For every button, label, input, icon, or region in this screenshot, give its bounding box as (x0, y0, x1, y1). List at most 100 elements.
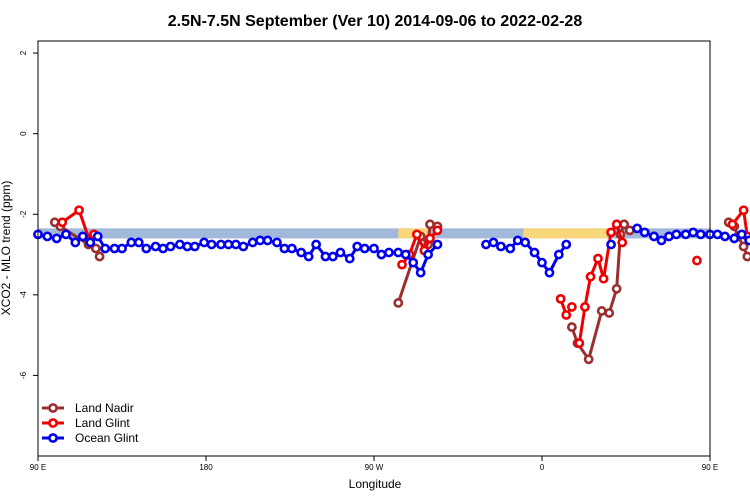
data-point (42, 231, 53, 242)
data-point (505, 243, 516, 254)
data-point (133, 237, 144, 248)
data-point (393, 247, 404, 258)
data-point (736, 229, 747, 240)
y-tick-label: -6 (19, 371, 28, 379)
data-point (488, 237, 499, 248)
data-point (393, 297, 404, 308)
data-point (727, 219, 738, 230)
data-point (596, 306, 607, 316)
x-axis-label: Longitude (349, 477, 402, 491)
data-point (230, 239, 241, 250)
data-point (206, 239, 217, 250)
data-point (742, 251, 750, 262)
data-point (617, 237, 628, 248)
legend-label: Ocean Glint (75, 431, 139, 445)
data-point (529, 247, 540, 258)
series-land-glint (57, 205, 750, 349)
data-point (174, 239, 185, 250)
data-point (199, 237, 210, 248)
data-point (352, 241, 363, 252)
data-point (369, 243, 379, 254)
data-point (90, 243, 101, 254)
data-point (376, 249, 387, 260)
data-point (165, 241, 176, 252)
data-point (585, 271, 596, 282)
data-point (606, 227, 616, 238)
y-tick-label: 2 (19, 50, 28, 55)
data-point (566, 322, 577, 332)
y-axis: 2 0 -2 -4 -6 (19, 50, 38, 379)
data-point (712, 229, 723, 240)
series-ocean-glint (33, 223, 750, 278)
data-point (611, 219, 622, 230)
data-point (412, 229, 422, 240)
series-layer (33, 205, 750, 365)
data-point (94, 251, 105, 262)
data-point (553, 249, 564, 260)
data-point (423, 249, 434, 260)
data-point (593, 253, 603, 264)
land-band (523, 228, 608, 239)
data-point (744, 235, 750, 246)
legend-swatch-marker (48, 418, 58, 428)
data-point (624, 225, 635, 236)
data-point (598, 273, 609, 284)
data-point (611, 283, 622, 294)
data-point (51, 233, 62, 244)
data-point (561, 239, 572, 250)
data-point (57, 217, 68, 228)
data-point (664, 231, 674, 242)
data-point (408, 257, 419, 268)
series-line (731, 208, 750, 238)
data-point (544, 267, 555, 278)
data-point (738, 241, 749, 252)
data-point (574, 338, 585, 349)
legend-label: Land Glint (75, 416, 130, 430)
series-land-nadir (49, 217, 750, 365)
data-point (100, 243, 111, 254)
data-point (77, 231, 88, 242)
y-axis-label: XCO2 - MLO trend (ppm) (0, 181, 13, 316)
data-point (61, 229, 71, 240)
y-tick-label: -2 (19, 210, 28, 218)
data-point (238, 241, 249, 252)
data-point (344, 253, 355, 264)
data-point (561, 310, 572, 320)
data-point (189, 241, 200, 252)
data-point (92, 231, 103, 242)
data-point (671, 229, 682, 240)
data-point (639, 227, 650, 238)
data-point (729, 233, 740, 244)
legend-label: Land Nadir (75, 401, 134, 415)
data-point (632, 223, 643, 234)
data-point (555, 293, 566, 304)
legend-swatch-marker (48, 403, 58, 413)
data-point (520, 237, 531, 248)
data-point (496, 241, 506, 252)
x-axis: 90 E 180 90 W 0 90 E (30, 456, 718, 472)
legend-swatch-marker (48, 433, 58, 443)
data-point (649, 231, 659, 242)
data-point (680, 229, 691, 240)
data-point (335, 247, 346, 258)
data-point (182, 241, 193, 252)
x-tick-label: 0 (540, 463, 545, 472)
data-point (303, 251, 314, 262)
x-tick-label: 90 W (365, 463, 384, 472)
data-point (85, 237, 96, 248)
data-point (580, 302, 590, 312)
data-point (432, 239, 443, 250)
data-point (692, 255, 702, 266)
data-point (359, 243, 370, 254)
data-point (720, 231, 730, 242)
data-point (272, 237, 282, 248)
data-point (223, 239, 234, 250)
data-point (695, 229, 706, 240)
data-point (566, 302, 577, 312)
data-point (286, 243, 297, 254)
data-point (328, 251, 338, 262)
data-point (432, 225, 443, 236)
data-point (247, 237, 258, 248)
data-point (400, 249, 411, 260)
